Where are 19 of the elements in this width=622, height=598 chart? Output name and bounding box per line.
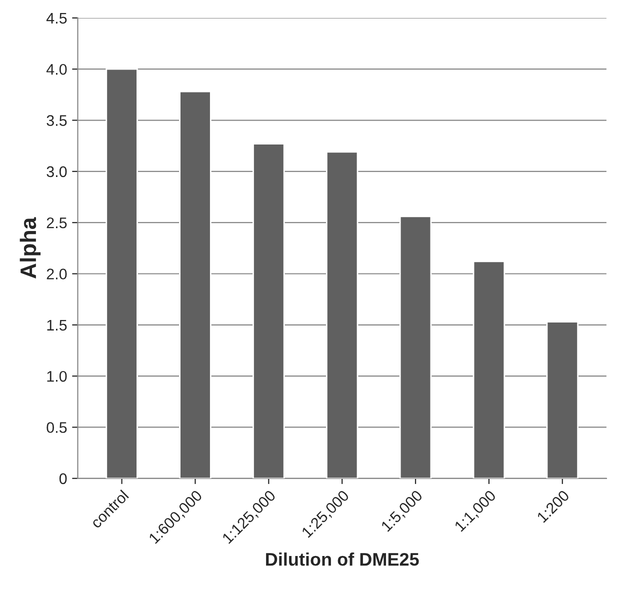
- y-tick-label: 4.5: [46, 12, 67, 24]
- bar: [252, 143, 285, 478]
- y-tick-label: 2.0: [46, 268, 67, 280]
- y-tick-label: 0.5: [46, 422, 67, 433]
- y-tick-label: 3.5: [46, 115, 67, 126]
- bar: [399, 216, 432, 478]
- bar: [179, 90, 212, 478]
- bar: [472, 260, 506, 478]
- y-axis-title: Alpha: [20, 217, 41, 278]
- y-tick-label: 1.0: [47, 370, 67, 382]
- bar: [546, 321, 579, 478]
- bar: [326, 151, 358, 478]
- y-tick-label: 3.0: [46, 166, 67, 178]
- bar: [106, 68, 138, 478]
- x-axis-title: Dilution of DME25: [266, 552, 419, 566]
- y-tick-label: 1.5: [47, 320, 67, 331]
- y-tick-label: 4.0: [46, 64, 67, 75]
- y-tick-label: 2.5: [46, 217, 67, 228]
- y-tick-label: 0: [59, 473, 67, 484]
